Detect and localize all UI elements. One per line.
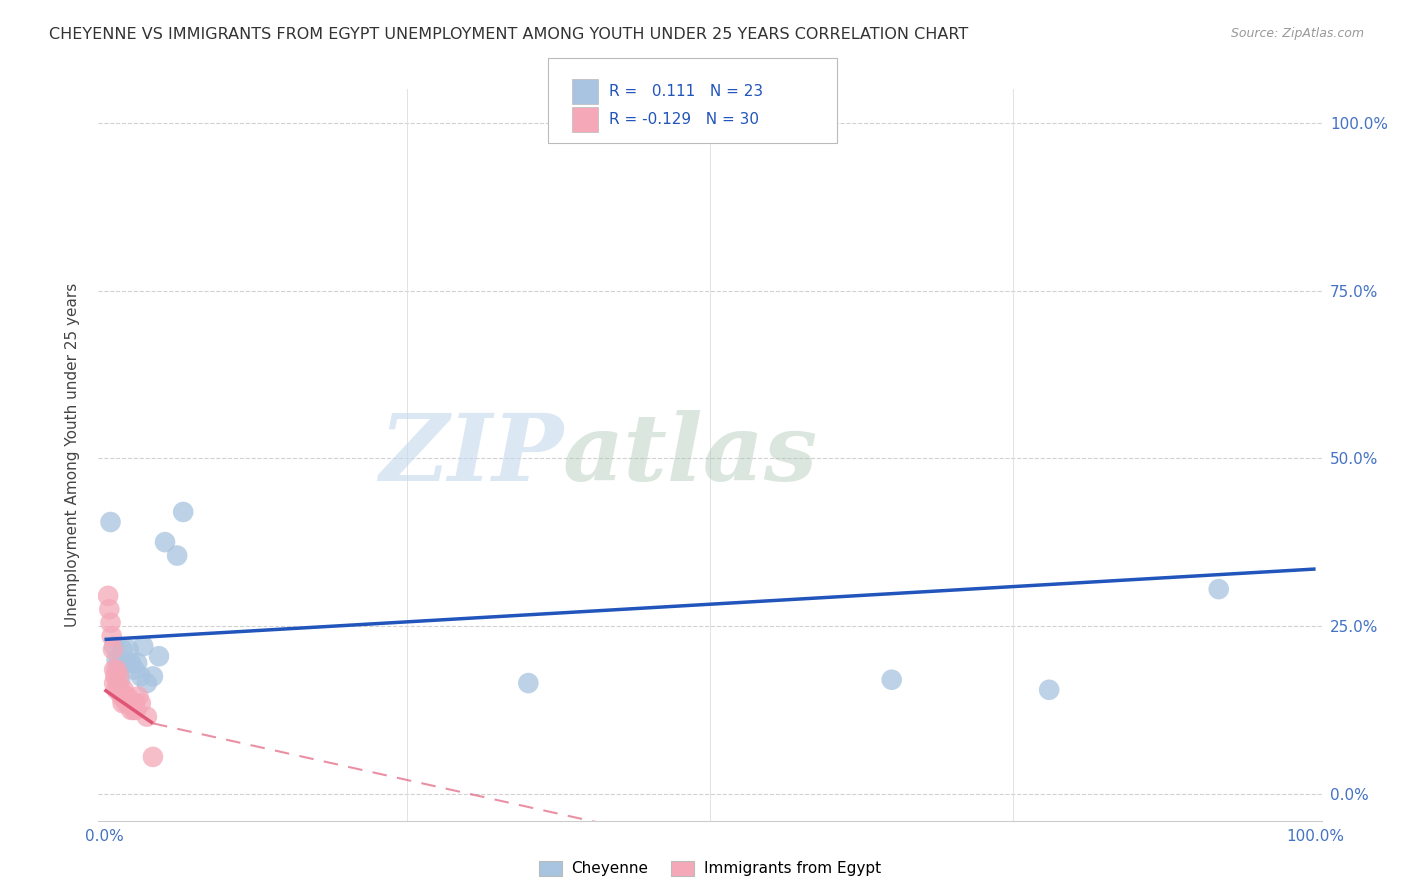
Point bbox=[114, 690, 136, 704]
Point bbox=[148, 649, 170, 664]
Point bbox=[1038, 682, 1060, 697]
Point bbox=[1208, 582, 1230, 596]
Point bbox=[110, 690, 132, 704]
Point bbox=[108, 656, 131, 670]
Point bbox=[103, 639, 125, 653]
Text: R =   0.111   N = 23: R = 0.111 N = 23 bbox=[609, 84, 763, 99]
Point bbox=[111, 642, 134, 657]
Point bbox=[104, 669, 127, 683]
Point bbox=[110, 682, 132, 697]
Point bbox=[132, 639, 155, 653]
Point bbox=[108, 669, 131, 683]
Text: ZIP: ZIP bbox=[380, 410, 564, 500]
Point bbox=[142, 750, 165, 764]
Point bbox=[111, 696, 134, 710]
Point bbox=[125, 703, 148, 717]
Point bbox=[97, 589, 120, 603]
Point bbox=[120, 656, 142, 670]
Point bbox=[118, 642, 141, 657]
Y-axis label: Unemployment Among Youth under 25 years: Unemployment Among Youth under 25 years bbox=[65, 283, 80, 627]
Text: R = -0.129   N = 30: R = -0.129 N = 30 bbox=[609, 112, 759, 127]
Point bbox=[135, 709, 157, 723]
Point bbox=[103, 676, 125, 690]
Point bbox=[880, 673, 903, 687]
Point bbox=[172, 505, 194, 519]
Point bbox=[101, 642, 124, 657]
Point bbox=[142, 669, 165, 683]
Point bbox=[127, 656, 149, 670]
Point bbox=[153, 535, 176, 549]
Point bbox=[129, 669, 152, 683]
Point bbox=[100, 515, 122, 529]
Text: atlas: atlas bbox=[564, 410, 818, 500]
Point bbox=[122, 703, 145, 717]
Point bbox=[127, 690, 149, 704]
Text: Source: ZipAtlas.com: Source: ZipAtlas.com bbox=[1230, 27, 1364, 40]
Point bbox=[117, 690, 139, 704]
Point bbox=[105, 652, 128, 666]
Point bbox=[100, 615, 122, 630]
Point bbox=[103, 663, 125, 677]
Point bbox=[118, 696, 141, 710]
Point bbox=[121, 696, 143, 710]
Point bbox=[105, 663, 128, 677]
Legend: Cheyenne, Immigrants from Egypt: Cheyenne, Immigrants from Egypt bbox=[533, 855, 887, 882]
Point bbox=[110, 673, 132, 687]
Text: CHEYENNE VS IMMIGRANTS FROM EGYPT UNEMPLOYMENT AMONG YOUTH UNDER 25 YEARS CORREL: CHEYENNE VS IMMIGRANTS FROM EGYPT UNEMPL… bbox=[49, 27, 969, 42]
Point bbox=[124, 663, 146, 677]
Point bbox=[105, 682, 128, 697]
Point bbox=[124, 696, 146, 710]
Point bbox=[100, 629, 122, 643]
Point bbox=[135, 676, 157, 690]
Point bbox=[120, 703, 142, 717]
Point bbox=[166, 549, 188, 563]
Point bbox=[118, 696, 141, 710]
Point bbox=[115, 696, 138, 710]
Point bbox=[517, 676, 540, 690]
Point bbox=[112, 682, 135, 697]
Point bbox=[129, 696, 152, 710]
Point bbox=[98, 602, 121, 616]
Point bbox=[107, 676, 129, 690]
Point bbox=[115, 656, 138, 670]
